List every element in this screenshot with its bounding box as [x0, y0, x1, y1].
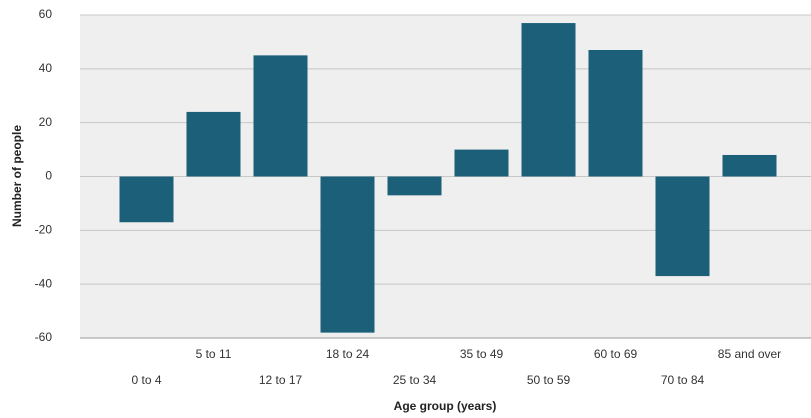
y-tick-label: 60: [39, 7, 53, 21]
y-tick-label: 20: [39, 115, 53, 129]
y-tick-label: 40: [39, 61, 53, 75]
x-tick-label: 5 to 11: [196, 347, 232, 361]
x-axis-title: Age group (years): [394, 399, 497, 413]
y-tick-label: -20: [35, 223, 53, 237]
bar: [655, 176, 710, 277]
x-tick-label: 25 to 34: [393, 373, 437, 387]
y-tick-label: -40: [35, 276, 53, 290]
bar: [186, 111, 241, 177]
bar: [454, 149, 509, 177]
y-tick-label: 0: [45, 169, 52, 183]
x-tick-label: 70 to 84: [661, 373, 705, 387]
x-tick-label: 50 to 59: [527, 373, 571, 387]
x-tick-label: 0 to 4: [131, 373, 161, 387]
x-tick-label: 18 to 24: [326, 347, 370, 361]
x-tick-label: 12 to 17: [259, 373, 303, 387]
bar: [387, 176, 442, 196]
y-tick-label: -60: [35, 330, 53, 344]
x-tick-label: 60 to 69: [594, 347, 638, 361]
bar: [588, 49, 643, 177]
bar: [253, 55, 308, 177]
bar: [722, 154, 777, 177]
y-axis-title: Number of people: [10, 125, 24, 227]
bar: [521, 23, 576, 177]
bar: [320, 176, 375, 333]
x-tick-label: 35 to 49: [460, 347, 504, 361]
x-tick-label: 85 and over: [718, 347, 781, 361]
bar: [119, 176, 174, 223]
